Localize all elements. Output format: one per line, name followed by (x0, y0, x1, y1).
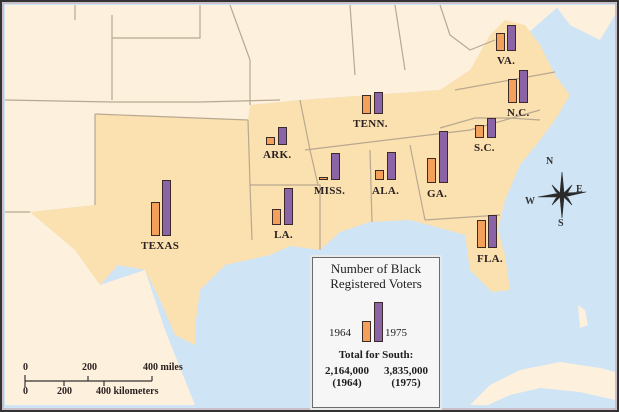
scale-km-200: 200 (57, 386, 72, 397)
compass-rose-icon (537, 171, 587, 219)
state-label-ala: ALA. (372, 185, 400, 197)
legend-total-1964: 2,164,000 (1964) (317, 365, 377, 389)
scale-line (24, 375, 153, 387)
legend-total-1964-value: 2,164,000 (325, 365, 369, 377)
legend-year-1975: 1975 (385, 327, 407, 339)
bar-ark-1975 (278, 127, 287, 145)
state-label-la: LA. (274, 229, 293, 241)
state-label-va: VA. (497, 55, 516, 67)
bar-va-1964 (496, 33, 505, 51)
compass-east-label: E (576, 184, 583, 195)
bar-sc-1975 (487, 118, 496, 138)
state-label-miss: MISS. (314, 185, 346, 197)
compass-south-label: S (558, 218, 564, 229)
scale-km-0: 0 (23, 386, 28, 397)
bar-miss-1964 (319, 177, 328, 180)
state-label-nc: N.C. (507, 107, 530, 119)
bar-ga-1964 (427, 158, 436, 183)
compass-west-label: W (525, 196, 535, 207)
legend-total-1975-year: (1975) (391, 377, 421, 389)
bar-nc-1964 (508, 79, 517, 103)
legend-total-1975-value: 3,835,000 (384, 365, 428, 377)
bar-tenn-1975 (374, 92, 383, 114)
legend-total-1964-year: (1964) (332, 377, 362, 389)
bar-ga-1975 (439, 131, 448, 183)
bar-ala-1964 (375, 170, 384, 180)
bar-miss-1975 (331, 153, 340, 180)
bar-nc-1975 (519, 70, 528, 103)
bar-sc-1964 (475, 125, 484, 138)
legend-total-1975: 3,835,000 (1975) (376, 365, 436, 389)
bar-tenn-1964 (362, 95, 371, 114)
bar-ark-1964 (266, 137, 275, 145)
bar-la-1964 (272, 209, 281, 225)
state-label-sc: S.C. (474, 142, 495, 154)
scale-km-400: 400 kilometers (96, 386, 159, 397)
state-label-texas: TEXAS (141, 240, 180, 252)
state-label-tenn: TENN. (353, 118, 388, 130)
legend-title-line1: Number of Black (330, 261, 422, 276)
bar-ala-1975 (387, 152, 396, 180)
bar-va-1975 (507, 25, 516, 51)
scale-miles-400: 400 miles (143, 362, 183, 373)
state-label-fla: FLA. (477, 253, 503, 265)
legend-box: Number of Black Registered Voters 1964 1… (312, 257, 440, 408)
compass-north-label: N (546, 156, 554, 167)
legend-title-line2: Registered Voters (330, 276, 422, 291)
bar-la-1975 (284, 188, 293, 225)
legend-bar-1964 (362, 321, 371, 342)
bar-fla-1964 (477, 220, 486, 248)
scale-miles-200: 200 (82, 362, 97, 373)
bar-texas-1964 (151, 202, 160, 236)
state-label-ark: ARK. (263, 149, 292, 161)
scale-miles-0: 0 (23, 362, 28, 373)
bar-fla-1975 (488, 215, 497, 248)
state-label-ga: GA. (427, 188, 448, 200)
legend-year-1964: 1964 (329, 327, 351, 339)
legend-total-label: Total for South: (338, 349, 414, 361)
bar-texas-1975 (162, 180, 171, 236)
legend-bar-1975 (374, 302, 383, 342)
